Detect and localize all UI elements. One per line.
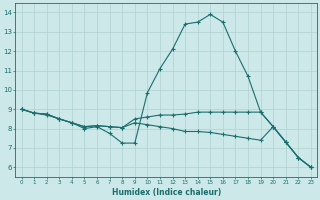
X-axis label: Humidex (Indice chaleur): Humidex (Indice chaleur) [112,188,221,197]
